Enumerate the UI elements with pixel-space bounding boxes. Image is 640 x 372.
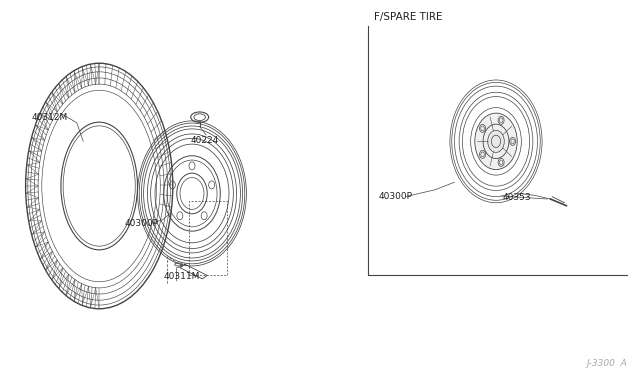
Text: 40312M: 40312M [32,113,68,122]
Text: F/SPARE TIRE: F/SPARE TIRE [374,12,443,22]
Text: 40353: 40353 [502,193,531,202]
Text: 40300P: 40300P [125,219,159,228]
Ellipse shape [475,113,517,170]
Text: 40224: 40224 [191,136,219,145]
Text: 40300P: 40300P [379,192,413,201]
Ellipse shape [488,130,504,153]
Text: J-3300  A: J-3300 A [586,359,627,368]
Text: 40311M: 40311M [163,272,200,281]
